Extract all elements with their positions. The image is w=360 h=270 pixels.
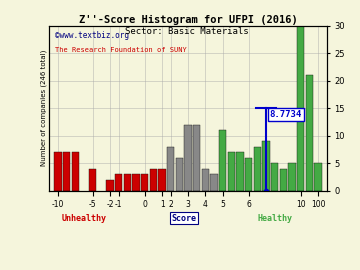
Bar <box>115 174 122 191</box>
Bar <box>132 174 140 191</box>
Bar <box>141 174 148 191</box>
Bar <box>89 168 96 191</box>
Bar <box>150 168 157 191</box>
Y-axis label: Number of companies (246 total): Number of companies (246 total) <box>40 50 47 166</box>
Bar <box>124 174 131 191</box>
Bar <box>262 141 270 191</box>
Bar <box>245 158 252 191</box>
Bar <box>306 75 313 191</box>
Bar <box>54 152 62 191</box>
Bar <box>167 147 175 191</box>
Bar <box>297 26 305 191</box>
Bar <box>202 168 209 191</box>
Bar <box>72 152 79 191</box>
Text: ©www.textbiz.org: ©www.textbiz.org <box>55 31 129 40</box>
Bar <box>219 130 226 191</box>
Bar <box>158 168 166 191</box>
Text: Sector: Basic Materials: Sector: Basic Materials <box>125 27 249 36</box>
Bar <box>184 125 192 191</box>
Bar <box>228 152 235 191</box>
Bar <box>176 158 183 191</box>
Bar <box>288 163 296 191</box>
Text: 8.7734: 8.7734 <box>270 110 302 119</box>
Text: Healthy: Healthy <box>257 214 292 223</box>
Bar <box>254 147 261 191</box>
Text: Unhealthy: Unhealthy <box>62 214 107 223</box>
Text: Score: Score <box>171 214 196 223</box>
Bar <box>314 163 322 191</box>
Bar <box>237 152 244 191</box>
Bar <box>193 125 201 191</box>
Bar <box>63 152 71 191</box>
Text: The Research Foundation of SUNY: The Research Foundation of SUNY <box>55 47 187 53</box>
Bar <box>107 180 114 191</box>
Title: Z''-Score Histogram for UFPI (2016): Z''-Score Histogram for UFPI (2016) <box>79 15 297 25</box>
Bar <box>271 163 278 191</box>
Bar <box>280 168 287 191</box>
Bar <box>210 174 218 191</box>
